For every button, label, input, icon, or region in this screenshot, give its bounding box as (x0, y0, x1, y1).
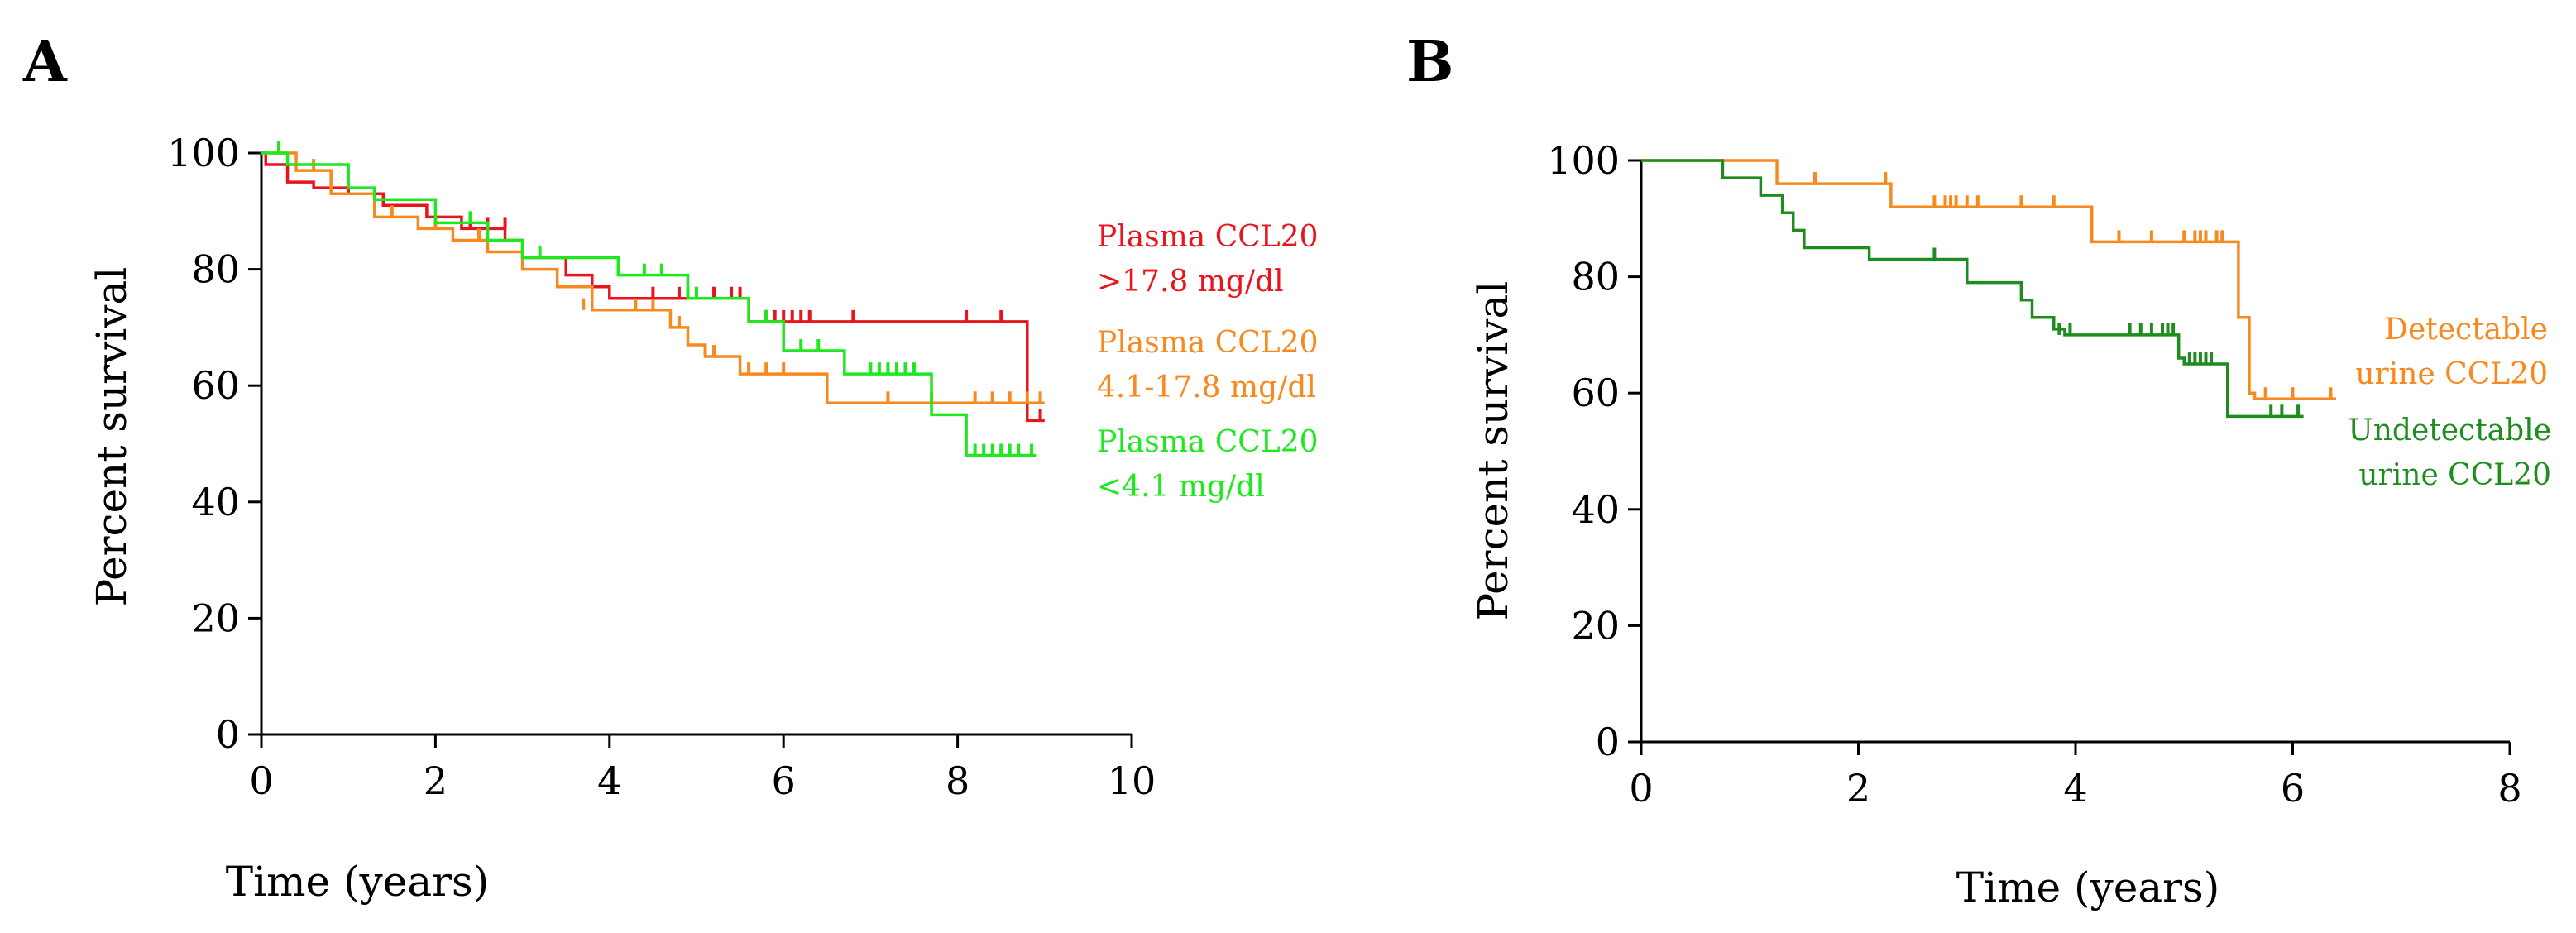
panel-a-x-axis-title: Time (years) (226, 858, 489, 906)
panel-a-legend-1-line1: Plasma CCL20 (1097, 220, 1319, 254)
panel-a-legend-3-line1: Plasma CCL20 (1097, 425, 1319, 459)
panel-a-y-tick-label: 40 (191, 480, 240, 524)
panel-a-y-tick-label: 60 (191, 363, 240, 408)
panel-a-x-tick-label: 2 (424, 758, 448, 803)
panel-b-x-axis-title: Time (years) (1956, 864, 2219, 911)
panel-b-legend: Detectable urine CCL20 Undetectable urin… (2348, 313, 2551, 492)
panel-a-series-1-curve (261, 151, 1045, 423)
panel-a-x-tick-label: 6 (772, 758, 796, 803)
panel-a-series-3-curve (261, 151, 1037, 457)
panel-b-y-tick-label: 100 (1547, 138, 1620, 183)
panel-a-label: A (22, 29, 68, 95)
panel-b-y-tick-label: 40 (1571, 487, 1620, 532)
panel-b-plot: 0 20 40 60 80 100 0 2 4 6 8 (1547, 138, 2521, 811)
panel-b-y-tick-label: 20 (1571, 603, 1620, 648)
panel-a-legend-2-line2: 4.1-17.8 mg/dl (1097, 371, 1316, 404)
panel-b-series-1-curve (1641, 159, 2336, 400)
panel-b-legend-1-line1: Detectable (2384, 313, 2548, 347)
panel-a-legend-1-line2: >17.8 mg/dl (1097, 265, 1284, 299)
panel-b: B Time (years) Percent survival Detectab… (1406, 29, 2551, 911)
panel-b-series-2-curve (1641, 159, 2304, 419)
panel-a-y-tick-label: 80 (191, 247, 240, 292)
panel-a-plot: 0 20 40 60 80 100 0 2 4 6 8 10 (167, 131, 1156, 803)
panel-a-legend: Plasma CCL20 >17.8 mg/dl Plasma CCL20 4.… (1097, 220, 1319, 504)
panel-b-label: B (1406, 29, 1453, 95)
panel-a-series-2-curve (261, 151, 1045, 405)
panel-b-legend-1-line2: urine CCL20 (2355, 357, 2548, 391)
panel-a-y-tick-label: 20 (191, 596, 240, 640)
panel-a-legend-3-line2: <4.1 mg/dl (1097, 470, 1265, 504)
panel-a-y-axis-title: Percent survival (88, 267, 136, 607)
panel-b-legend-2-line2: urine CCL20 (2358, 458, 2551, 492)
panel-b-y-tick-label: 60 (1571, 371, 1620, 415)
panel-a-x-tick-label: 4 (597, 758, 621, 803)
panel-a: A Time (years) Percent survival Plasma C… (22, 29, 1319, 906)
panel-a-y-tick-label: 0 (216, 712, 240, 757)
panel-a-legend-2-line1: Plasma CCL20 (1097, 326, 1319, 360)
panel-b-x-tick-label: 2 (1846, 766, 1870, 811)
panel-b-y-axis-title: Percent survival (1469, 281, 1517, 621)
panel-b-x-tick-label: 8 (2497, 766, 2521, 811)
panel-a-x-tick-label: 0 (249, 758, 273, 803)
panel-a-y-tick-label: 100 (167, 131, 240, 175)
panel-b-x-tick-label: 6 (2281, 766, 2305, 811)
panel-a-x-tick-label: 10 (1108, 758, 1156, 803)
panel-b-y-tick-label: 0 (1596, 720, 1620, 764)
panel-b-x-tick-label: 0 (1629, 766, 1653, 811)
panel-b-legend-2-line1: Undetectable (2348, 414, 2551, 447)
panel-b-x-tick-label: 4 (2063, 766, 2087, 811)
panel-b-y-tick-label: 80 (1571, 255, 1620, 299)
panel-a-x-tick-label: 8 (946, 758, 970, 803)
